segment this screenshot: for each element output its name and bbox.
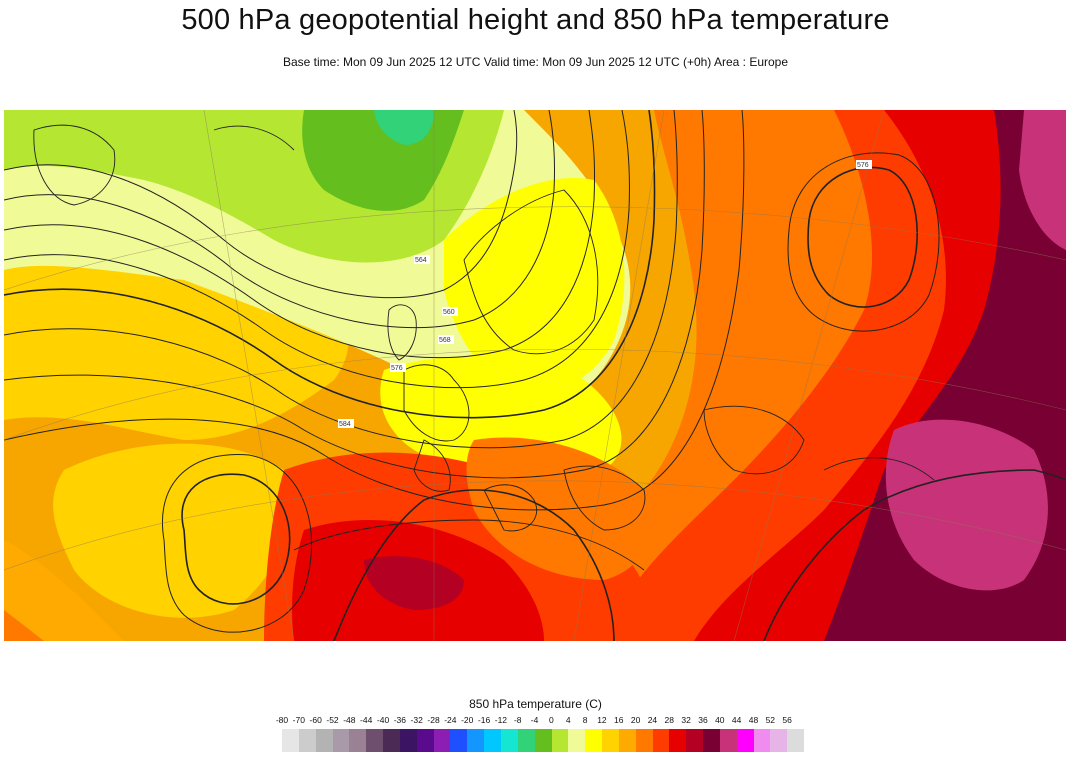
- legend-swatch: [517, 729, 535, 752]
- legend-swatch: [686, 729, 704, 752]
- legend-swatch: [602, 729, 619, 752]
- legend-swatch: [315, 729, 333, 752]
- legend-tick-label: 4: [565, 715, 571, 725]
- legend-swatch: [399, 729, 417, 752]
- legend-swatch: [585, 729, 603, 752]
- legend-swatch: [383, 729, 400, 752]
- legend-tick-label: -52: [326, 715, 339, 725]
- temp-field-orange-sw: [4, 540, 124, 641]
- legend-tick-label: -40: [376, 715, 390, 725]
- contour-labels: 564 560 568 576 584 576: [338, 160, 872, 428]
- legend-tick-label: -12: [494, 715, 508, 725]
- legend-tick-label: -44: [360, 715, 373, 725]
- legend-swatch: [534, 729, 552, 752]
- contour-label: 568: [439, 337, 451, 344]
- temp-field-pink-east: [885, 419, 1048, 591]
- legend-swatch: [635, 729, 653, 752]
- contour-label: 564: [415, 257, 427, 264]
- contour-label: 576: [857, 162, 869, 169]
- legend-tick-label: -60: [309, 715, 322, 725]
- geopotential-contours: [4, 110, 1066, 641]
- legend-tick-label: 36: [698, 715, 708, 725]
- weather-map: 564 560 568 576 584 576: [4, 110, 1066, 641]
- legend-swatch: [450, 729, 468, 752]
- legend-tick-label: 48: [748, 715, 759, 725]
- temp-field-pink-ne: [1019, 110, 1066, 250]
- legend-tick-label: 8: [582, 715, 588, 725]
- legend-swatch: [416, 729, 434, 752]
- chart-subtitle: Base time: Mon 09 Jun 2025 12 UTC Valid …: [282, 55, 789, 69]
- legend-tick-label: -16: [477, 715, 491, 725]
- legend-swatch: [618, 729, 636, 752]
- legend-tick-label: 20: [630, 715, 641, 725]
- legend-tick-label: -36: [393, 715, 407, 725]
- temp-field-teal-north: [374, 110, 434, 145]
- coastlines: [33, 124, 935, 571]
- temp-field-maroon-africa: [364, 556, 464, 610]
- legend-tick-label: 52: [765, 715, 776, 725]
- legend-swatch: [332, 729, 350, 752]
- legend-swatch: [703, 729, 720, 752]
- legend-tick-label: 44: [731, 715, 742, 725]
- legend-swatch: [467, 729, 485, 752]
- legend-swatch: [753, 729, 771, 752]
- legend-swatch: [652, 729, 670, 752]
- legend-swatch: [500, 729, 518, 752]
- legend-tick-label: 28: [664, 715, 675, 725]
- legend-swatch: [298, 729, 316, 752]
- temp-field-orange-bottom-left: [4, 610, 44, 641]
- legend-swatch: [719, 729, 737, 752]
- legend-tick-label: -28: [427, 715, 440, 725]
- legend-swatch: [551, 729, 569, 752]
- legend-tick-label: -4: [530, 715, 539, 725]
- legend-tick-labels: -80 -70 -60 -52 -48 -44 -40 -36 -32 -28 -24 -20 -16-…: [256, 715, 816, 727]
- legend-swatch: [282, 729, 299, 752]
- legend-swatch: [568, 729, 586, 752]
- temp-field-yellow-sw: [53, 443, 292, 618]
- legend-tick-label: -8: [513, 715, 522, 725]
- legend-title: 850 hPa temperature (C): [469, 697, 602, 711]
- legend-tick-label: -24: [444, 715, 457, 725]
- contour-label: 584: [339, 421, 351, 428]
- legend-swatch: [484, 729, 501, 752]
- legend-tick-label: -32: [410, 715, 423, 725]
- legend-tick-label: -80: [275, 715, 289, 725]
- legend-tick-label: 0: [549, 715, 554, 725]
- contour-label: 576: [391, 365, 403, 372]
- temp-field-orange-med: [466, 437, 652, 580]
- legend-swatch: [787, 729, 805, 752]
- chart-title: 500 hPa geopotential height and 850 hPa …: [181, 4, 890, 36]
- legend-tick-label: 12: [597, 715, 607, 725]
- legend-tick-label: 16: [614, 715, 624, 725]
- legend-tick-label: 40: [715, 715, 725, 725]
- legend-tick-label: -70: [292, 715, 305, 725]
- legend-tick-label: 56: [782, 715, 792, 725]
- legend-tick-label: -48: [343, 715, 356, 725]
- legend-swatch: [433, 729, 451, 752]
- legend-swatch: [366, 729, 384, 752]
- legend-swatch: [669, 729, 687, 752]
- legend-tick-label: -20: [461, 715, 474, 725]
- contour-label: 560: [443, 309, 455, 316]
- legend-swatch: [349, 729, 367, 752]
- legend-swatch: [736, 729, 754, 752]
- legend-swatch: [770, 729, 788, 752]
- legend-colorbar: [282, 729, 805, 752]
- legend-tick-label: 32: [681, 715, 691, 725]
- legend-tick-label: 24: [647, 715, 658, 725]
